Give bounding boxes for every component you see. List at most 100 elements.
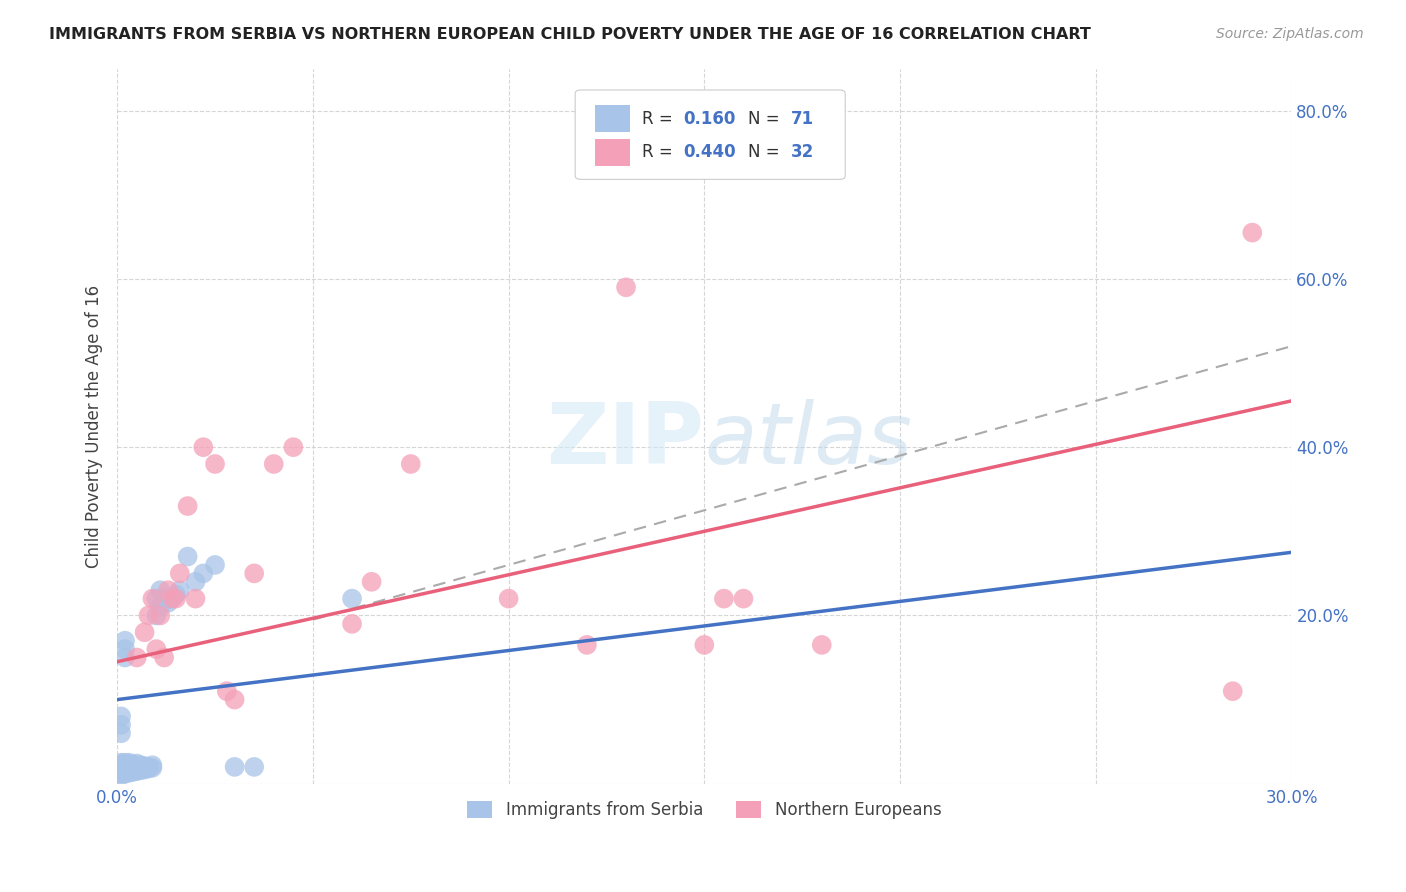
Point	[224, 692, 246, 706]
Point	[138, 760, 160, 774]
Point	[145, 642, 167, 657]
Point	[110, 756, 132, 770]
Point	[141, 758, 163, 772]
FancyBboxPatch shape	[575, 90, 845, 179]
Point	[110, 760, 132, 774]
Point	[193, 440, 215, 454]
Point	[263, 457, 285, 471]
Point	[176, 499, 198, 513]
Point	[118, 762, 141, 776]
Text: Source: ZipAtlas.com: Source: ZipAtlas.com	[1216, 27, 1364, 41]
Point	[110, 718, 132, 732]
Point	[149, 608, 172, 623]
Point	[110, 709, 132, 723]
Point	[498, 591, 520, 606]
Point	[110, 766, 132, 780]
Text: 0.440: 0.440	[683, 144, 735, 161]
Point	[110, 763, 132, 777]
Point	[1241, 226, 1264, 240]
Point	[149, 600, 172, 615]
Point	[733, 591, 755, 606]
Point	[810, 638, 832, 652]
Point	[110, 726, 132, 740]
Point	[129, 762, 152, 776]
Point	[110, 765, 132, 780]
Point	[165, 591, 187, 606]
Point	[121, 764, 143, 779]
Point	[169, 566, 191, 581]
Legend: Immigrants from Serbia, Northern Europeans: Immigrants from Serbia, Northern Europea…	[461, 794, 948, 825]
Point	[360, 574, 382, 589]
Point	[118, 764, 141, 778]
Point	[399, 457, 422, 471]
Point	[184, 574, 207, 589]
Point	[125, 764, 148, 778]
Point	[157, 583, 180, 598]
Text: 0.160: 0.160	[683, 110, 735, 128]
Point	[215, 684, 238, 698]
Point	[114, 642, 136, 657]
Text: 32: 32	[792, 144, 814, 161]
Point	[114, 764, 136, 778]
Point	[114, 758, 136, 772]
FancyBboxPatch shape	[595, 138, 630, 166]
Point	[118, 758, 141, 772]
Point	[134, 761, 156, 775]
Point	[283, 440, 305, 454]
Point	[110, 768, 132, 782]
Text: IMMIGRANTS FROM SERBIA VS NORTHERN EUROPEAN CHILD POVERTY UNDER THE AGE OF 16 CO: IMMIGRANTS FROM SERBIA VS NORTHERN EUROP…	[49, 27, 1091, 42]
Point	[1222, 684, 1244, 698]
Point	[118, 760, 141, 774]
Point	[129, 758, 152, 772]
Point	[693, 638, 716, 652]
Text: R =: R =	[643, 110, 678, 128]
Point	[110, 762, 132, 776]
Point	[340, 591, 363, 606]
Point	[176, 549, 198, 564]
Point	[114, 762, 136, 776]
Point	[121, 762, 143, 776]
Text: R =: R =	[643, 144, 678, 161]
Point	[110, 764, 132, 778]
Point	[110, 761, 132, 775]
Point	[110, 758, 132, 772]
Y-axis label: Child Poverty Under the Age of 16: Child Poverty Under the Age of 16	[86, 285, 103, 567]
Point	[184, 591, 207, 606]
Point	[125, 761, 148, 775]
Point	[129, 764, 152, 778]
Point	[125, 759, 148, 773]
Point	[114, 766, 136, 780]
Point	[125, 756, 148, 771]
Point	[224, 760, 246, 774]
Point	[145, 591, 167, 606]
Point	[121, 764, 143, 778]
Point	[110, 764, 132, 779]
Point	[165, 587, 187, 601]
Point	[138, 762, 160, 776]
Text: atlas: atlas	[704, 399, 912, 482]
Point	[141, 591, 163, 606]
Point	[121, 760, 143, 774]
Point	[134, 625, 156, 640]
Point	[193, 566, 215, 581]
Point	[114, 756, 136, 770]
Point	[145, 608, 167, 623]
Point	[134, 759, 156, 773]
Point	[121, 757, 143, 772]
Point	[134, 763, 156, 777]
Point	[110, 759, 132, 773]
Text: N =: N =	[748, 144, 785, 161]
Point	[157, 596, 180, 610]
Point	[614, 280, 637, 294]
Point	[153, 650, 176, 665]
Point	[149, 583, 172, 598]
Point	[118, 756, 141, 770]
Point	[125, 650, 148, 665]
Point	[118, 765, 141, 780]
Point	[160, 591, 183, 606]
Point	[138, 608, 160, 623]
Text: ZIP: ZIP	[547, 399, 704, 482]
Point	[110, 757, 132, 772]
Point	[575, 638, 598, 652]
Point	[243, 566, 266, 581]
